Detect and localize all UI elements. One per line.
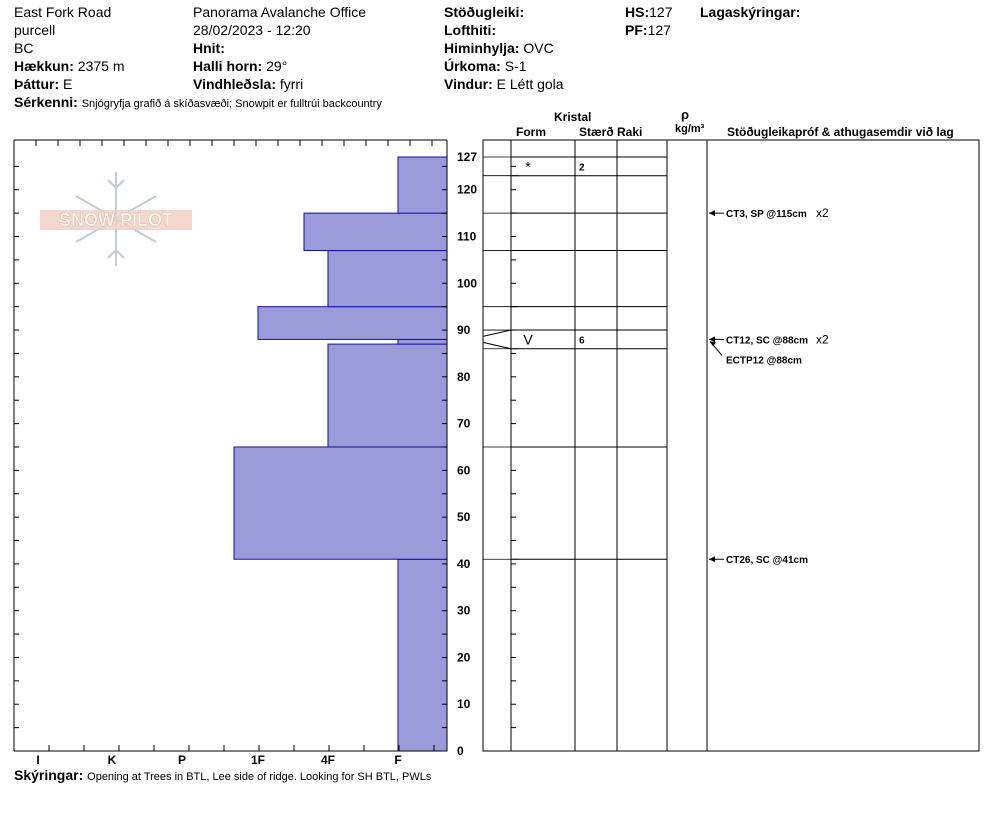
precip-row: Úrkoma: S-1 (444, 57, 526, 75)
slope-value: 29° (266, 58, 288, 74)
test-arrow-head (710, 341, 716, 347)
elevation-value: 2375 m (77, 58, 125, 74)
stability-test-count: x2 (816, 332, 829, 346)
wind-value: E Létt gola (496, 76, 564, 92)
moisture-header: Raki (617, 125, 643, 139)
weak-layer-connector (482, 341, 512, 350)
range: purcell (14, 22, 56, 38)
wind-row: Vindur: E Létt gola (444, 75, 564, 93)
slope-label: Halli horn: (193, 58, 263, 74)
crystal-size: 6 (579, 335, 585, 346)
stability-test-count: x2 (816, 206, 829, 220)
wind-label: Vindur: (444, 76, 493, 92)
stability-test-label: CT3, SP @115cm (726, 209, 807, 220)
stability-test-label: CT12, SC @88cm (726, 335, 808, 346)
crystal-form-symbol: V (523, 331, 533, 347)
snowpilot-watermark-logo: SNOW PILOT (40, 172, 192, 266)
size-header: Stærð (579, 125, 614, 139)
operation: Panorama Avalanche Office (193, 4, 367, 20)
watermark-text: SNOW PILOT (59, 210, 173, 230)
y-tick-label: 120 (457, 183, 477, 197)
x-tick-label: 4F (321, 753, 335, 767)
crystal-size: 2 (579, 162, 585, 173)
x-tick-label: K (108, 753, 117, 767)
hardness-bar (257, 306, 448, 340)
y-tick-label: 90 (457, 323, 471, 337)
y-tick-label: 40 (457, 557, 471, 571)
location: East Fork Road (14, 4, 112, 20)
datetime: 28/02/2023 - 12:20 (193, 22, 311, 38)
features-value: Snjógryfja grafið á skíðasvæði; Snowpit … (81, 98, 382, 110)
region: BC (14, 40, 34, 56)
y-tick-label: 60 (457, 463, 471, 477)
pf-value: 127 (647, 22, 671, 38)
y-tick-label: 10 (457, 697, 471, 711)
hs-label: HS: (625, 4, 650, 20)
pf-label: PF: (625, 22, 648, 38)
aspect-label: Þáttur: (14, 76, 60, 92)
y-tick-label: 80 (457, 370, 471, 384)
y-tick-label: 70 (457, 417, 471, 431)
notes-label: Skýringar: (14, 767, 84, 783)
wind-loading-label: Vindhleðsla: (193, 76, 276, 92)
wind-loading-value: fyrri (279, 76, 304, 92)
tests-header: Stöðugleikapróf & athugasemdir við lag (727, 125, 954, 139)
crystal-form-symbol: * (525, 158, 531, 174)
weak-layer-connector (482, 329, 512, 337)
crystal-header: Kristal (554, 110, 592, 124)
pf-row: PF:127 (625, 21, 671, 39)
hs-value: 127 (649, 4, 673, 20)
wind-loading-row: Vindhleðsla: fyrri (193, 75, 303, 93)
y-tick-label: 20 (457, 650, 471, 664)
sky-label: Himinhylja: (444, 40, 520, 56)
features-row: Sérkenni: Snjógryfja grafið á skíðasvæði… (14, 93, 382, 113)
right-panel-frame (482, 139, 980, 752)
form-header: Form (516, 125, 546, 139)
test-arrow-head (709, 336, 715, 343)
y-tick-label: 127 (457, 150, 477, 164)
hardness-bar (397, 156, 448, 214)
hardness-bar (327, 250, 448, 308)
rho-header: ρ (681, 107, 690, 122)
layer-notes-label: Lagaskýringar: (700, 4, 801, 20)
x-tick-label: I (36, 753, 39, 767)
stability-test-label: ECTP12 @88cm (726, 355, 802, 366)
features-label: Sérkenni: (14, 94, 78, 110)
hs-row: HS:127 (625, 3, 672, 21)
coords-label: Hnit: (193, 40, 225, 56)
test-arrow-head (709, 210, 715, 217)
x-tick-label: P (178, 753, 186, 767)
aspect-value: E (63, 76, 73, 92)
stability-label: Stöðugleiki: (444, 4, 525, 20)
elevation-row: Hækkun: 2375 m (14, 57, 125, 75)
watermark-banner (40, 210, 192, 230)
y-tick-label: 50 (457, 510, 471, 524)
density-unit-header: kg/m³ (675, 123, 705, 135)
aspect-row: Þáttur: E (14, 75, 72, 93)
slope-row: Halli horn: 29° (193, 57, 287, 75)
stability-test-label: CT26, SC @41cm (726, 555, 808, 566)
hardness-bar (233, 446, 448, 560)
y-tick-label: 110 (457, 230, 477, 244)
snowflake-icon (75, 172, 157, 266)
hardness-bar (397, 338, 448, 345)
notes-value: Opening at Trees in BTL, Lee side of rid… (87, 771, 432, 783)
x-tick-label: F (394, 753, 401, 767)
sky-value: OVC (523, 40, 554, 56)
x-tick-label: 1F (251, 753, 265, 767)
elevation-label: Hækkun: (14, 58, 74, 74)
y-tick-label: 30 (457, 604, 471, 618)
notes-row: Skýringar: Opening at Trees in BTL, Lee … (14, 766, 431, 786)
sky-row: Himinhylja: OVC (444, 39, 554, 57)
air-temp-label: Lofthiti: (444, 22, 497, 38)
hardness-bar (397, 558, 448, 752)
hardness-bar (303, 212, 448, 252)
precip-value: S-1 (504, 58, 527, 74)
test-arrow-head (709, 556, 715, 563)
y-tick-label: 0 (457, 744, 464, 758)
hardness-bar (327, 343, 448, 448)
y-tick-label: 100 (457, 276, 477, 290)
precip-label: Úrkoma: (444, 58, 501, 74)
